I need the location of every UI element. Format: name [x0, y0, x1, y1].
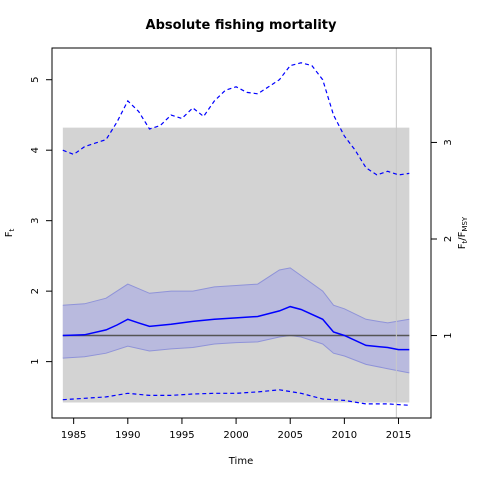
y2-label-sub2: MSY [461, 216, 469, 231]
y-axis: 1 2 3 4 5 [30, 77, 52, 365]
y2-label-main: F [457, 243, 468, 249]
plot-area [62, 48, 410, 418]
y2-axis-label: Ft/FMSY [457, 216, 469, 249]
y-axis-label-main: F [4, 231, 15, 237]
x-tick-label: 2015 [386, 430, 411, 441]
x-tick-label: 1995 [169, 430, 194, 441]
y2-label-sub1: t [461, 240, 469, 243]
x-axis-label: Time [228, 456, 253, 467]
chart-title: Absolute fishing mortality [146, 18, 337, 33]
y2-label-mid: /F [457, 231, 468, 240]
ci-lower-line [62, 334, 410, 374]
y-tick-label: 3 [30, 217, 41, 223]
y-tick-label: 4 [30, 147, 41, 153]
x-tick-label: 1985 [61, 430, 86, 441]
y2-tick-label: 3 [443, 139, 454, 145]
ci-upper-line [62, 267, 410, 324]
estimate-line [62, 305, 410, 351]
prediction-lower-line [62, 389, 410, 406]
x-tick-label: 1990 [115, 430, 140, 441]
y-tick-label: 1 [30, 358, 41, 364]
confidence-band [62, 267, 410, 373]
x-axis: 1985 1990 1995 2000 2005 2010 2015 [61, 418, 411, 441]
y-axis-label-sub: t [8, 228, 16, 231]
secondary-y-axis: 1 2 3 [431, 139, 454, 339]
y2-tick-label: 1 [443, 332, 454, 338]
prediction-upper-line [62, 62, 410, 176]
y2-tick-label: 2 [443, 236, 454, 242]
x-tick-label: 2010 [332, 430, 357, 441]
y-tick-label: 5 [30, 77, 41, 83]
y-axis-label: Ft [4, 228, 16, 237]
x-tick-label: 2000 [223, 430, 248, 441]
y-tick-label: 2 [30, 288, 41, 294]
plot-frame [51, 47, 432, 419]
x-tick-label: 2005 [278, 430, 303, 441]
